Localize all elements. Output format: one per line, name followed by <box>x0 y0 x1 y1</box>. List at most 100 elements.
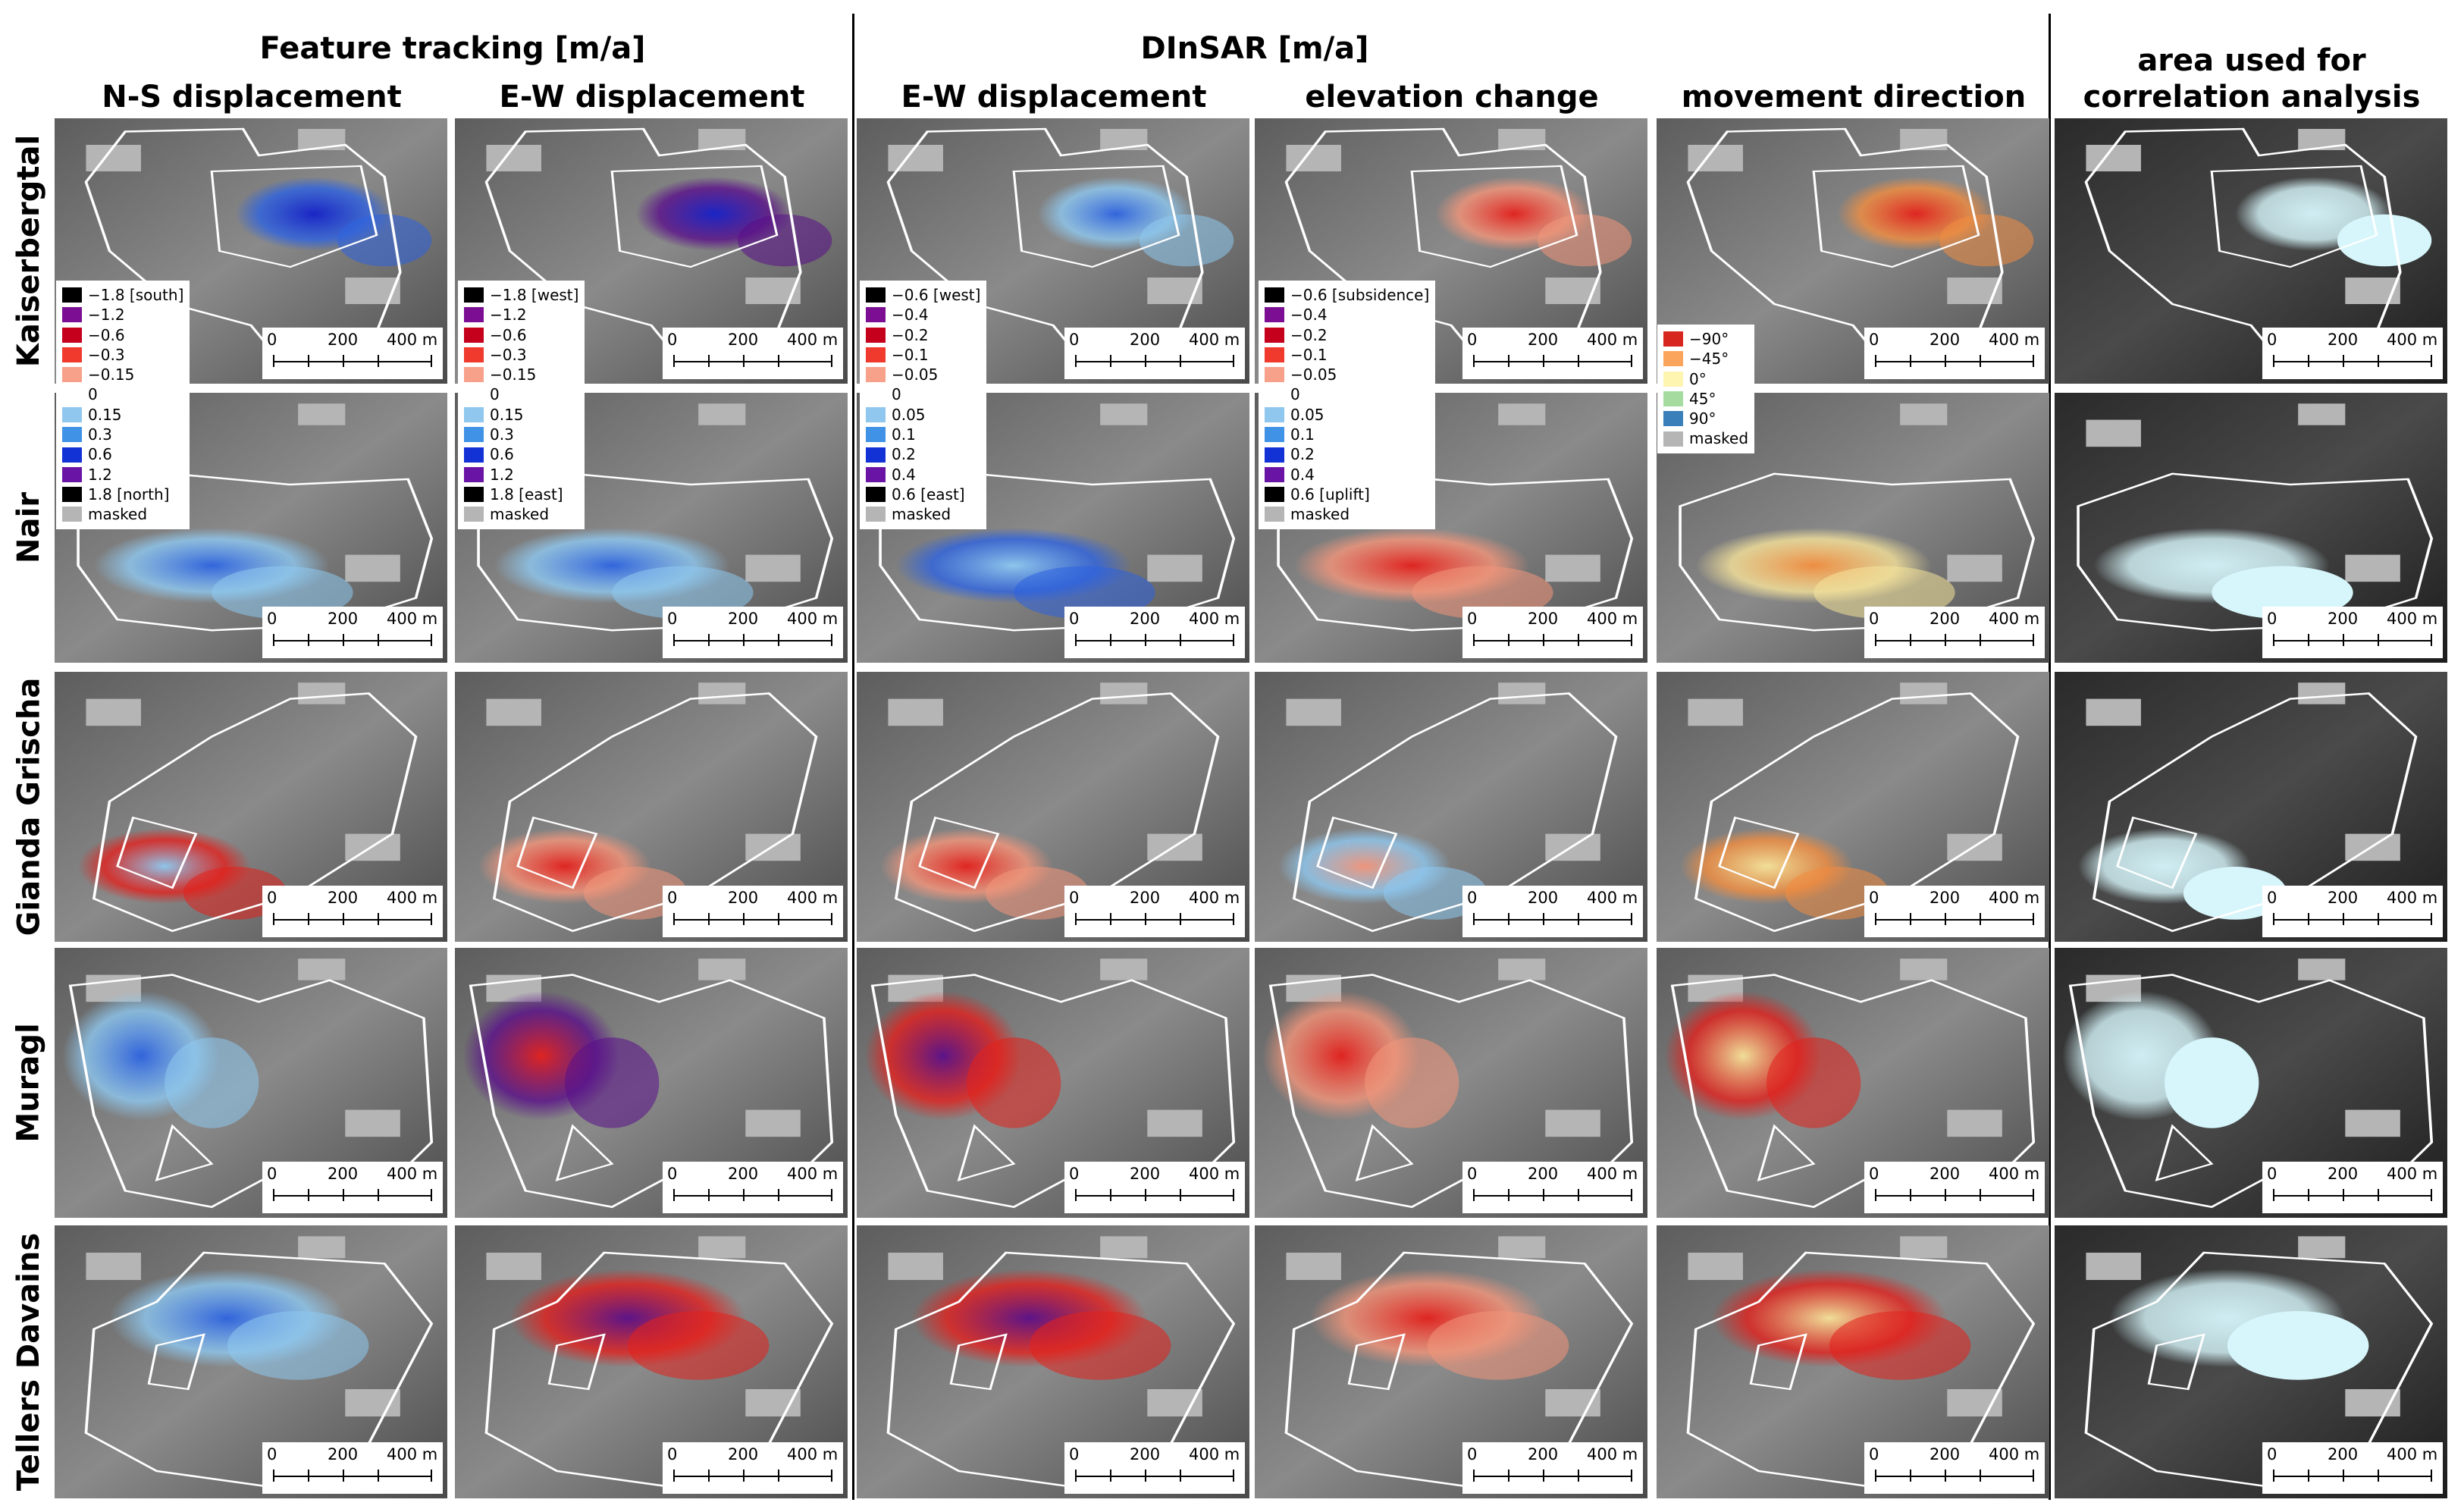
scale-bar: 0 200 400 m <box>663 1442 843 1494</box>
scale-bar-line <box>273 1195 432 1197</box>
rock-glacier-inner-outline <box>516 816 598 889</box>
scale-bar-label-200: 200 <box>328 1165 359 1183</box>
masked-area <box>486 145 541 171</box>
scale-bar: 0 200 400 m <box>1462 607 1643 658</box>
scale-bar-line <box>1075 640 1234 642</box>
scale-bar-line <box>1875 1195 2034 1197</box>
scale-bar-label-200: 200 <box>728 1445 759 1463</box>
scale-bar-label-0: 0 <box>267 331 277 349</box>
scale-bar: 0 200 400 m <box>2262 1162 2443 1213</box>
scale-bar-tick <box>2378 634 2379 646</box>
scale-bar-label-400: 400 m <box>2387 610 2438 628</box>
masked-area <box>1688 1253 1743 1280</box>
map-panel-gianda-grischa-ns-ft: 0 200 400 m <box>55 672 447 942</box>
scale-bar-tick <box>1945 913 1946 925</box>
scale-bar-label-400: 400 m <box>787 1165 839 1183</box>
legend-item: 0.6 [east] <box>866 485 980 504</box>
scale-bar-line <box>2273 919 2432 921</box>
legend-item: −1.8 [south] <box>62 285 183 305</box>
legend-swatch <box>1265 307 1284 323</box>
legend-item: masked <box>866 504 980 524</box>
scale-bar-tick <box>673 634 675 646</box>
scale-bar-label-0: 0 <box>1467 1445 1478 1463</box>
scale-bar: 0 200 400 m <box>663 1162 843 1213</box>
legend-label: 1.2 <box>490 465 514 484</box>
scale-bar-tick <box>1473 1189 1475 1201</box>
scale-bar-tick <box>831 355 832 367</box>
legend-item: 0.2 <box>866 444 980 464</box>
legend-item: 1.2 <box>62 465 183 485</box>
scale-bar-tick <box>2308 634 2309 646</box>
rock-glacier-inner-outline <box>949 1333 1008 1391</box>
scale-bar-label-0: 0 <box>1869 331 1879 349</box>
legend-label: −0.05 <box>892 365 939 384</box>
legend-swatch <box>866 466 886 482</box>
scale-bar-label-400: 400 m <box>387 610 438 628</box>
rock-glacier-outline <box>879 472 1236 632</box>
scale-bar-label-0: 0 <box>2267 331 2277 349</box>
scale-bar: 0 200 400 m <box>2262 328 2443 379</box>
scale-bar-label-400: 400 m <box>2387 1165 2438 1183</box>
scale-bar: 0 200 400 m <box>1462 886 1643 937</box>
rock-glacier-outline <box>1292 692 1618 933</box>
legend-label: −0.4 <box>1290 306 1328 325</box>
scale-bar-tick <box>778 1189 779 1201</box>
scale-bar-label-200: 200 <box>1528 889 1559 907</box>
legend-label: 0.4 <box>1290 465 1315 484</box>
row-label-kaiserbergtal: Kaiserbergtal <box>11 134 46 368</box>
scale-bar-label-400: 400 m <box>1587 331 1638 349</box>
legend-swatch <box>866 367 886 383</box>
displacement-field-secondary <box>1383 867 1487 920</box>
masked-area <box>1545 278 1600 304</box>
map-panel-muragl-elevation: 0 200 400 m <box>1255 948 1647 1218</box>
scale-bar-tick <box>1145 1470 1146 1482</box>
masked-area <box>698 958 746 980</box>
legend-label: 0° <box>1689 369 1707 388</box>
rock-glacier-inner-outline <box>1749 1333 1807 1391</box>
map-panel-gianda-grischa-elevation: 0 200 400 m <box>1255 672 1647 942</box>
scale-bar-tick <box>743 355 745 367</box>
scale-bar-label-400: 400 m <box>2387 889 2438 907</box>
legend-swatch <box>1265 507 1284 522</box>
scale-bar-tick <box>273 634 274 646</box>
scale-bar-tick <box>2308 913 2309 925</box>
dinsar-title: DInSAR [m/a] <box>1140 31 1369 66</box>
scale-bar-label-0: 0 <box>1869 610 1879 628</box>
map-panel-muragl-direction: 0 200 400 m <box>1657 948 2049 1218</box>
scale-bar-label-0: 0 <box>1467 331 1478 349</box>
rock-glacier-outline <box>886 1251 1236 1488</box>
col-header-area-line2: correlation analysis <box>2083 80 2421 114</box>
masked-area <box>698 403 746 425</box>
scale-bar-label-0: 0 <box>2267 889 2277 907</box>
scale-bar-tick <box>1875 355 1876 367</box>
legend-label: −0.6 <box>490 325 527 344</box>
scale-bar-tick <box>2033 1470 2034 1482</box>
legend-item: −0.3 <box>62 345 183 365</box>
legend-item: 0° <box>1663 369 1748 389</box>
masked-area <box>1498 682 1546 704</box>
scale-bar-tick <box>1473 355 1475 367</box>
scale-bar-line <box>1473 1195 1632 1197</box>
scale-bar-tick <box>1075 1470 1077 1482</box>
masked-area <box>1947 278 2002 304</box>
masked-area <box>1100 1236 1148 1259</box>
separator-left <box>852 14 854 1500</box>
scale-bar-tick <box>431 634 432 646</box>
legend-swatch <box>1663 431 1683 447</box>
scale-bar-tick <box>2431 1470 2432 1482</box>
legend-item: −0.4 <box>866 305 980 325</box>
legend-swatch <box>62 487 82 503</box>
scale-bar-tick <box>1110 634 1111 646</box>
col-header-ew-ft: E-W displacement <box>499 80 805 114</box>
scale-bar-tick <box>378 1189 379 1201</box>
rock-glacier-outline <box>2092 692 2418 933</box>
scale-bar-label-0: 0 <box>667 610 678 628</box>
rock-glacier-outline <box>2077 472 2434 632</box>
legend-swatch <box>464 367 484 383</box>
scale-bar-label-200: 200 <box>2328 610 2359 628</box>
scale-bar-tick <box>1075 355 1077 367</box>
legend-swatch <box>866 427 886 443</box>
scale-bar-tick <box>1110 1470 1111 1482</box>
scale-bar-label-0: 0 <box>1869 1165 1879 1183</box>
scale-bar-tick <box>1578 634 1579 646</box>
